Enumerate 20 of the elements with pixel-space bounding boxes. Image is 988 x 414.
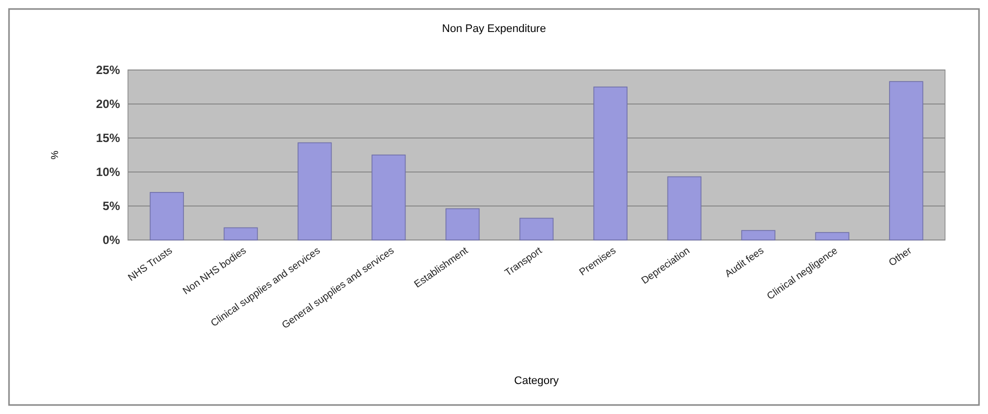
y-tick-label: 25% — [96, 63, 120, 78]
y-tick-label: 20% — [96, 97, 120, 112]
y-tick-label: 10% — [96, 165, 120, 180]
chart-title: Non Pay Expenditure — [442, 23, 546, 35]
bar — [889, 81, 924, 240]
y-axis-title: % — [50, 150, 61, 160]
bar — [741, 230, 776, 240]
bar — [298, 142, 332, 240]
bar — [815, 232, 850, 240]
bar — [519, 218, 554, 240]
bar — [593, 86, 628, 240]
y-tick-label: 15% — [96, 131, 120, 146]
bar — [667, 176, 702, 240]
y-tick-label: 5% — [102, 199, 120, 214]
bar — [446, 208, 480, 240]
bar — [224, 227, 258, 240]
bar — [372, 154, 406, 240]
x-axis-title: Category — [514, 375, 560, 387]
y-tick-label: 0% — [102, 233, 120, 248]
bar — [150, 192, 184, 240]
